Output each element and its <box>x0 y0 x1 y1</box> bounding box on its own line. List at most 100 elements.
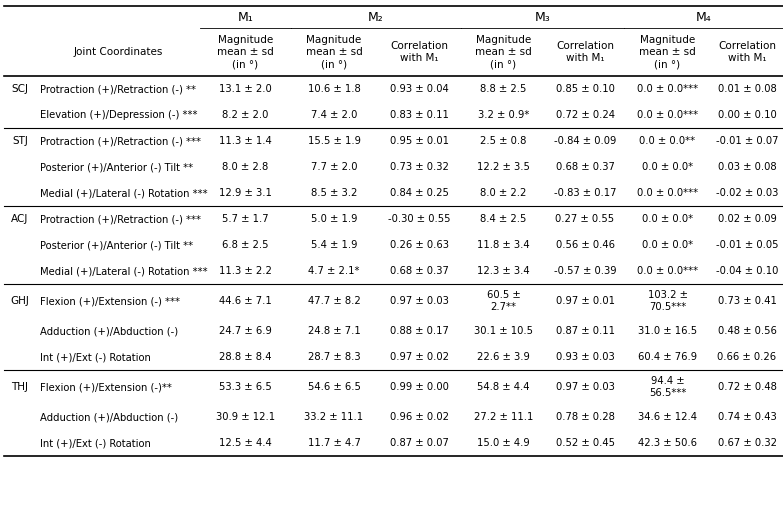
Text: 0.87 ± 0.07: 0.87 ± 0.07 <box>390 438 449 448</box>
Text: 7.7 ± 2.0: 7.7 ± 2.0 <box>311 162 357 172</box>
Text: 4.7 ± 2.1*: 4.7 ± 2.1* <box>309 266 359 276</box>
Text: Flexion (+)/Extension (-)**: Flexion (+)/Extension (-)** <box>40 382 172 392</box>
Text: 33.2 ± 11.1: 33.2 ± 11.1 <box>305 412 363 422</box>
Text: 0.72 ± 0.24: 0.72 ± 0.24 <box>555 110 615 120</box>
Text: 0.97 ± 0.01: 0.97 ± 0.01 <box>555 296 615 306</box>
Text: -0.02 ± 0.03: -0.02 ± 0.03 <box>716 188 778 198</box>
Text: 0.0 ± 0.0*: 0.0 ± 0.0* <box>642 214 693 224</box>
Text: 28.7 ± 8.3: 28.7 ± 8.3 <box>308 352 360 362</box>
Text: 5.4 ± 1.9: 5.4 ± 1.9 <box>311 240 357 250</box>
Text: -0.30 ± 0.55: -0.30 ± 0.55 <box>388 214 450 224</box>
Text: 11.7 ± 4.7: 11.7 ± 4.7 <box>308 438 360 448</box>
Text: 15.0 ± 4.9: 15.0 ± 4.9 <box>477 438 530 448</box>
Text: 3.2 ± 0.9*: 3.2 ± 0.9* <box>478 110 529 120</box>
Text: 0.93 ± 0.04: 0.93 ± 0.04 <box>390 84 449 94</box>
Text: -0.57 ± 0.39: -0.57 ± 0.39 <box>554 266 616 276</box>
Text: 30.9 ± 12.1: 30.9 ± 12.1 <box>216 412 275 422</box>
Text: 0.26 ± 0.63: 0.26 ± 0.63 <box>389 240 449 250</box>
Text: 0.0 ± 0.0***: 0.0 ± 0.0*** <box>637 188 698 198</box>
Text: THJ: THJ <box>12 382 28 392</box>
Text: M₁: M₁ <box>237 11 254 24</box>
Text: 24.7 ± 6.9: 24.7 ± 6.9 <box>219 326 272 336</box>
Text: Magnitude
mean ± sd
(in °): Magnitude mean ± sd (in °) <box>305 35 363 69</box>
Text: 0.52 ± 0.45: 0.52 ± 0.45 <box>555 438 615 448</box>
Text: Correlation
with M₁: Correlation with M₁ <box>718 41 776 63</box>
Text: 60.5 ±
2.7**: 60.5 ± 2.7** <box>486 290 521 312</box>
Text: 0.02 ± 0.09: 0.02 ± 0.09 <box>717 214 777 224</box>
Text: 11.8 ± 3.4: 11.8 ± 3.4 <box>477 240 530 250</box>
Text: 5.0 ± 1.9: 5.0 ± 1.9 <box>311 214 357 224</box>
Text: Joint Coordinates: Joint Coordinates <box>74 47 163 57</box>
Text: -0.01 ± 0.05: -0.01 ± 0.05 <box>716 240 778 250</box>
Text: 30.1 ± 10.5: 30.1 ± 10.5 <box>474 326 533 336</box>
Text: 0.95 ± 0.01: 0.95 ± 0.01 <box>389 136 449 146</box>
Text: Adduction (+)/Abduction (-): Adduction (+)/Abduction (-) <box>40 412 178 422</box>
Text: ACJ: ACJ <box>11 214 29 224</box>
Text: 8.4 ± 2.5: 8.4 ± 2.5 <box>480 214 527 224</box>
Text: Protraction (+)/Retraction (-) ***: Protraction (+)/Retraction (-) *** <box>40 214 201 224</box>
Text: 0.48 ± 0.56: 0.48 ± 0.56 <box>717 326 777 336</box>
Text: 0.84 ± 0.25: 0.84 ± 0.25 <box>390 188 449 198</box>
Text: 27.2 ± 11.1: 27.2 ± 11.1 <box>474 412 533 422</box>
Text: 0.27 ± 0.55: 0.27 ± 0.55 <box>555 214 615 224</box>
Text: 0.0 ± 0.0***: 0.0 ± 0.0*** <box>637 110 698 120</box>
Text: 8.0 ± 2.8: 8.0 ± 2.8 <box>222 162 269 172</box>
Text: 94.4 ±
56.5***: 94.4 ± 56.5*** <box>649 376 686 398</box>
Text: Magnitude
mean ± sd
(in °): Magnitude mean ± sd (in °) <box>475 35 532 69</box>
Text: 54.8 ± 4.4: 54.8 ± 4.4 <box>478 382 530 392</box>
Text: 11.3 ± 2.2: 11.3 ± 2.2 <box>219 266 272 276</box>
Text: 2.5 ± 0.8: 2.5 ± 0.8 <box>480 136 527 146</box>
Text: Correlation
with M₁: Correlation with M₁ <box>390 41 448 63</box>
Text: -0.01 ± 0.07: -0.01 ± 0.07 <box>716 136 778 146</box>
Text: 47.7 ± 8.2: 47.7 ± 8.2 <box>308 296 360 306</box>
Text: -0.83 ± 0.17: -0.83 ± 0.17 <box>554 188 616 198</box>
Text: 42.3 ± 50.6: 42.3 ± 50.6 <box>638 438 697 448</box>
Text: M₂: M₂ <box>368 11 384 24</box>
Text: Adduction (+)/Abduction (-): Adduction (+)/Abduction (-) <box>40 326 178 336</box>
Text: 0.96 ± 0.02: 0.96 ± 0.02 <box>389 412 449 422</box>
Text: 0.0 ± 0.0***: 0.0 ± 0.0*** <box>637 266 698 276</box>
Text: 28.8 ± 8.4: 28.8 ± 8.4 <box>219 352 272 362</box>
Text: 103.2 ±
70.5***: 103.2 ± 70.5*** <box>648 290 687 312</box>
Text: 0.74 ± 0.43: 0.74 ± 0.43 <box>718 412 777 422</box>
Text: 0.01 ± 0.08: 0.01 ± 0.08 <box>718 84 777 94</box>
Text: Flexion (+)/Extension (-) ***: Flexion (+)/Extension (-) *** <box>40 296 180 306</box>
Text: 0.67 ± 0.32: 0.67 ± 0.32 <box>717 438 777 448</box>
Text: 60.4 ± 76.9: 60.4 ± 76.9 <box>638 352 697 362</box>
Text: 0.68 ± 0.37: 0.68 ± 0.37 <box>390 266 449 276</box>
Text: 0.87 ± 0.11: 0.87 ± 0.11 <box>555 326 615 336</box>
Text: 0.85 ± 0.10: 0.85 ± 0.10 <box>556 84 615 94</box>
Text: 0.0 ± 0.0***: 0.0 ± 0.0*** <box>637 84 698 94</box>
Text: Medial (+)/Lateral (-) Rotation ***: Medial (+)/Lateral (-) Rotation *** <box>40 266 207 276</box>
Text: 5.7 ± 1.7: 5.7 ± 1.7 <box>222 214 269 224</box>
Text: 12.2 ± 3.5: 12.2 ± 3.5 <box>477 162 530 172</box>
Text: 0.68 ± 0.37: 0.68 ± 0.37 <box>556 162 615 172</box>
Text: 0.0 ± 0.0*: 0.0 ± 0.0* <box>642 162 693 172</box>
Text: Correlation
with M₁: Correlation with M₁ <box>556 41 614 63</box>
Text: 8.2 ± 2.0: 8.2 ± 2.0 <box>222 110 269 120</box>
Text: 0.73 ± 0.32: 0.73 ± 0.32 <box>390 162 449 172</box>
Text: SCJ: SCJ <box>12 84 28 94</box>
Text: STJ: STJ <box>12 136 28 146</box>
Text: Posterior (+)/Anterior (-) Tilt **: Posterior (+)/Anterior (-) Tilt ** <box>40 240 193 250</box>
Text: 44.6 ± 7.1: 44.6 ± 7.1 <box>219 296 272 306</box>
Text: Protraction (+)/Retraction (-) ***: Protraction (+)/Retraction (-) *** <box>40 136 201 146</box>
Text: 0.88 ± 0.17: 0.88 ± 0.17 <box>390 326 449 336</box>
Text: 0.73 ± 0.41: 0.73 ± 0.41 <box>717 296 777 306</box>
Text: 0.97 ± 0.03: 0.97 ± 0.03 <box>556 382 615 392</box>
Text: 0.0 ± 0.0*: 0.0 ± 0.0* <box>642 240 693 250</box>
Text: Magnitude
mean ± sd
(in °): Magnitude mean ± sd (in °) <box>639 35 696 69</box>
Text: 0.83 ± 0.11: 0.83 ± 0.11 <box>390 110 449 120</box>
Text: 0.78 ± 0.28: 0.78 ± 0.28 <box>556 412 615 422</box>
Text: 34.6 ± 12.4: 34.6 ± 12.4 <box>638 412 697 422</box>
Text: Int (+)/Ext (-) Rotation: Int (+)/Ext (-) Rotation <box>40 352 151 362</box>
Text: 0.99 ± 0.00: 0.99 ± 0.00 <box>390 382 449 392</box>
Text: 0.97 ± 0.02: 0.97 ± 0.02 <box>389 352 449 362</box>
Text: -0.04 ± 0.10: -0.04 ± 0.10 <box>716 266 778 276</box>
Text: 12.5 ± 4.4: 12.5 ± 4.4 <box>219 438 272 448</box>
Text: 0.93 ± 0.03: 0.93 ± 0.03 <box>556 352 615 362</box>
Text: 53.3 ± 6.5: 53.3 ± 6.5 <box>219 382 272 392</box>
Text: Protraction (+)/Retraction (-) **: Protraction (+)/Retraction (-) ** <box>40 84 196 94</box>
Text: 0.0 ± 0.0**: 0.0 ± 0.0** <box>640 136 695 146</box>
Text: 8.5 ± 3.2: 8.5 ± 3.2 <box>311 188 357 198</box>
